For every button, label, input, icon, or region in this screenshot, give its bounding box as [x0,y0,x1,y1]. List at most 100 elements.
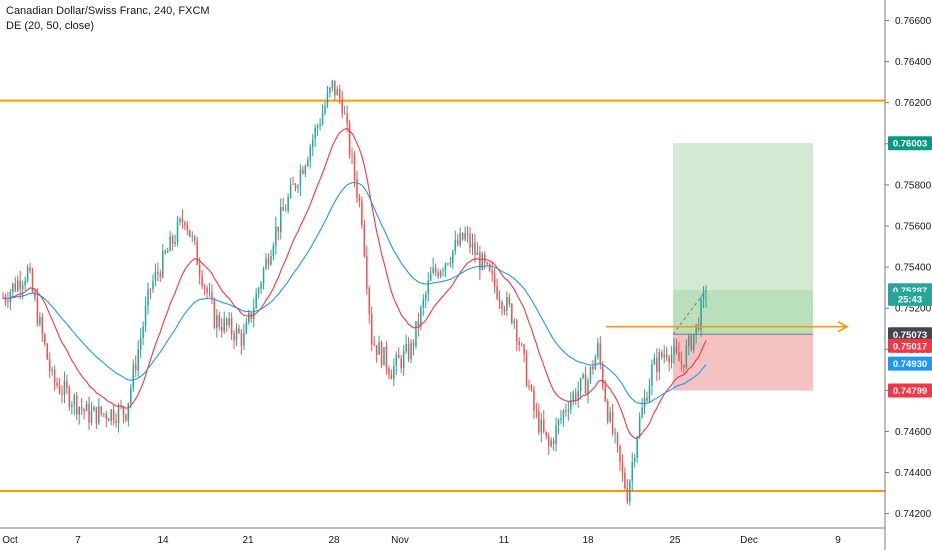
candle-body [407,343,410,360]
candle-body [459,232,461,246]
candle-body [326,92,329,106]
candle-body [162,250,164,278]
candle-body [56,382,58,386]
candle-body [543,419,545,432]
candle-body [597,343,599,358]
candle-body [252,308,255,320]
candle-body [678,351,680,362]
candle-body [29,267,31,272]
candle-body [602,363,604,387]
candle-body [474,242,476,256]
x-tick-label: Nov [391,535,409,546]
candle-body [85,403,88,412]
candle-body [71,405,73,408]
candle-body [660,352,663,358]
candle-body [159,273,162,278]
candle-body [420,307,422,327]
candle-body [73,395,76,406]
candle-body [695,324,697,335]
candle-body [147,288,149,306]
candle-body [98,406,100,424]
candle-body [648,385,651,402]
candle-body [565,410,567,412]
candle-body [616,432,619,446]
candle-body [533,389,535,411]
stop-price-label: 0.74799 [893,386,927,397]
candle-body [454,240,457,251]
position-zones[interactable] [672,143,813,391]
candle-body [223,318,225,332]
candle-body [262,268,265,284]
candle-body [149,288,152,290]
x-tick-label: 21 [242,535,254,546]
candle-body [110,409,112,422]
candle-body [289,184,292,198]
candle-body [292,184,294,185]
candle-body [93,406,95,412]
candle-body [127,402,130,421]
candle-body [63,381,66,395]
x-tick-label: 9 [835,535,841,546]
running-profit-zone [673,290,813,335]
candle-body [279,207,282,232]
candle-body [626,488,629,503]
candle-body [24,280,26,286]
candle-body [152,281,154,289]
candle-body [284,210,287,212]
candle-body [201,275,203,287]
candle-body [562,410,565,419]
candle-body [493,273,496,287]
y-tick-label: 0.74400 [895,468,932,479]
target-price-label: 0.76003 [893,139,927,150]
candle-body [469,233,471,248]
candle-body [282,207,284,211]
candle-body [363,224,366,256]
candle-body [255,293,257,309]
ema-slow-price-tag [888,356,932,371]
candle-body [107,419,110,422]
candle-body [619,445,621,462]
candle-body [260,283,262,289]
ema-fast-price-label: 0.75017 [893,341,927,352]
candle-body [48,359,51,372]
candle-body [154,271,157,282]
candle-body [422,299,425,308]
candle-body [523,344,525,354]
candle-body [557,419,560,426]
candle-body [100,406,103,414]
candle-body [496,286,498,299]
candle-body [437,272,439,277]
candle-body [83,409,85,412]
candle-body [125,414,127,421]
breakout-line[interactable] [606,320,849,333]
candle-body [225,318,228,326]
candle-body [574,392,577,401]
stop-loss-zone[interactable] [673,334,813,391]
candle-body [105,413,107,420]
candle-body [491,270,493,274]
candle-body [456,240,459,246]
candle-body [488,263,491,271]
ema-20-line [2,127,707,439]
candle-body [233,334,235,341]
candle-body [51,369,53,372]
candle-body [122,406,125,415]
x-tick-label: 11 [499,535,510,546]
candle-body [368,288,371,314]
candle-body [321,113,324,125]
candle-body [211,292,213,300]
chart-legend: Canadian Dollar/Swiss Franc, 240, FXCM D… [6,4,210,34]
y-tick-label: 0.76200 [895,98,932,109]
candle-body [370,313,373,345]
candle-body [656,357,658,372]
countdown-price-label: 25:43 [898,294,922,305]
candle-body [388,368,390,375]
y-tick-label: 0.75400 [895,263,932,274]
support-resistance-lines[interactable] [0,99,885,493]
candle-body [518,341,520,345]
candle-body [287,197,289,211]
candle-body [351,155,353,156]
candle-body [429,273,432,281]
